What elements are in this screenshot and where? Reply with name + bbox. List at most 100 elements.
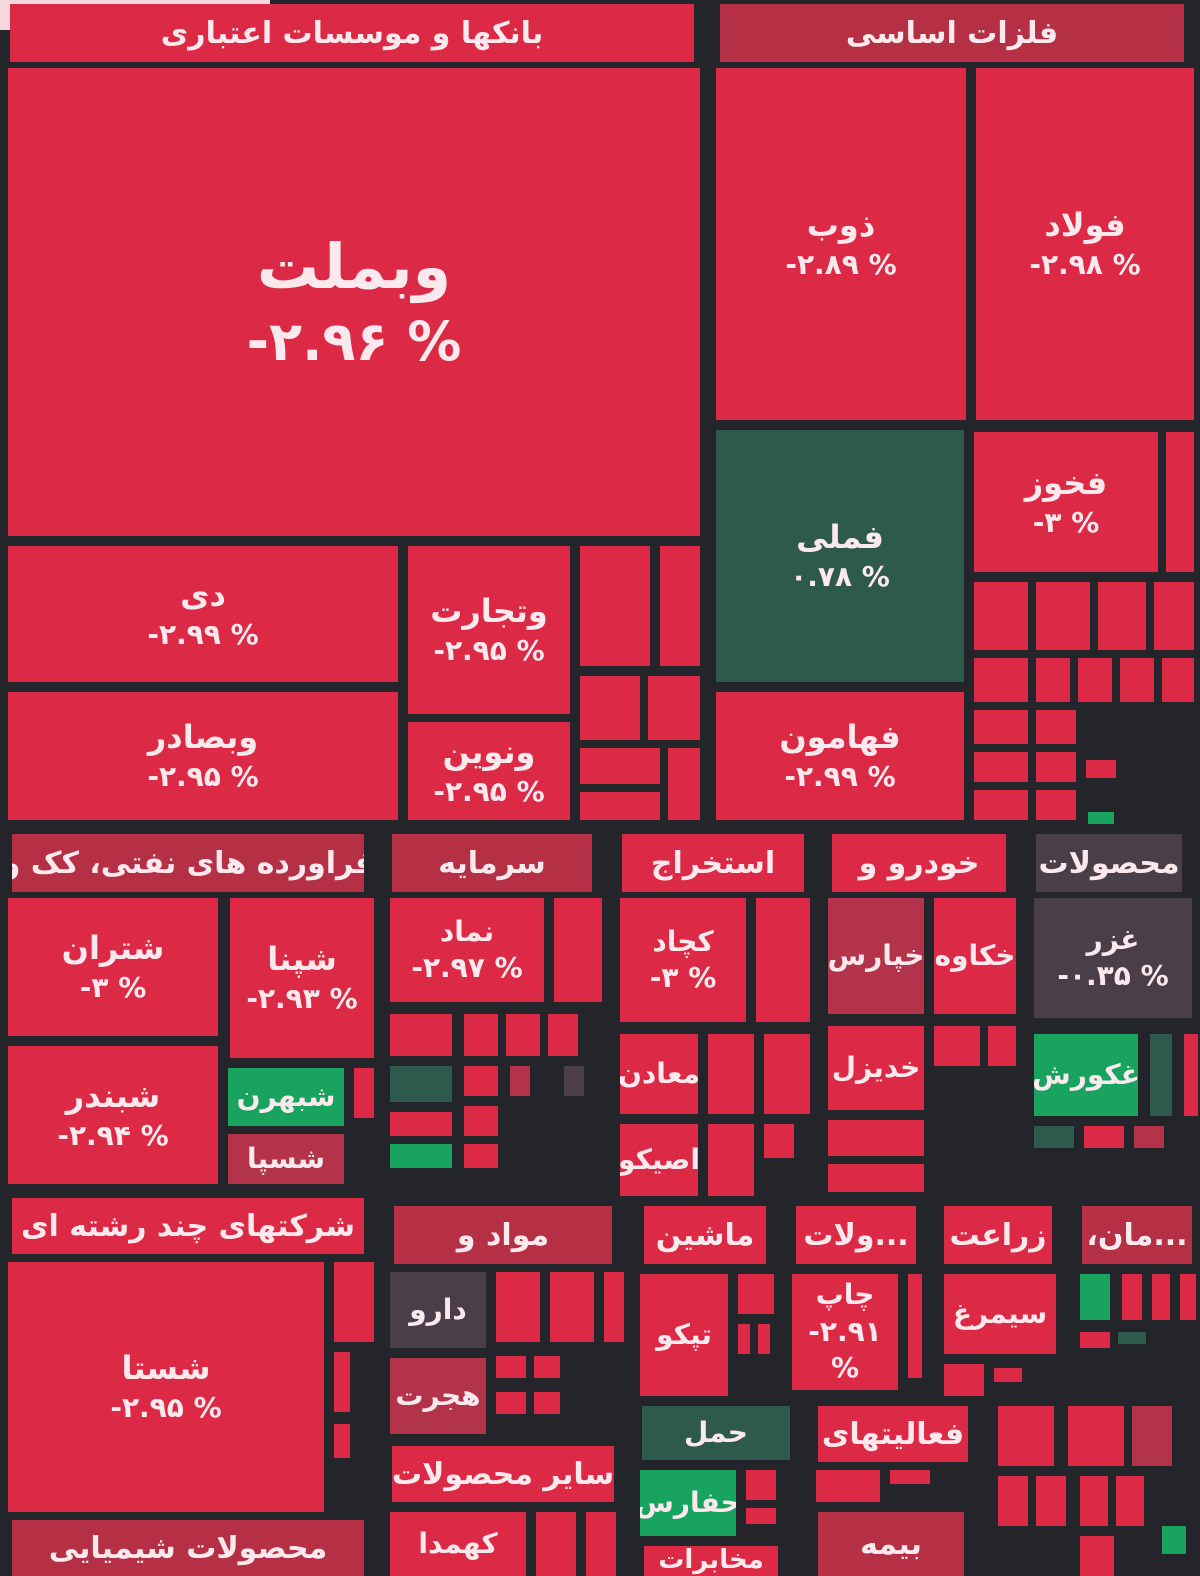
tile-small[interactable] — [660, 546, 700, 666]
tile-small[interactable] — [708, 1034, 754, 1114]
tile-small[interactable] — [548, 1014, 578, 1056]
sector-header-materials[interactable]: مواد و — [394, 1206, 612, 1264]
tile-small[interactable] — [1036, 710, 1076, 744]
tile-small[interactable] — [580, 546, 650, 666]
tile-small[interactable] — [534, 1392, 560, 1414]
sector-header-banks[interactable]: بانکها و موسسات اعتباری — [10, 4, 694, 62]
tile-small[interactable] — [580, 676, 640, 740]
tile-small[interactable] — [974, 658, 1028, 702]
tile-small[interactable] — [746, 1470, 776, 1500]
tile-khkaveh[interactable]: خکاوه — [934, 898, 1016, 1014]
tile-shasta[interactable]: شستا -۲.۹۵ % — [8, 1262, 324, 1512]
tile-fkhooz[interactable]: فخوز -۳ % — [974, 432, 1158, 572]
tile-daroo[interactable]: دارو — [390, 1272, 486, 1348]
tile-small[interactable] — [390, 1112, 452, 1136]
tile-small[interactable] — [1150, 1034, 1172, 1116]
tile-small[interactable] — [534, 1356, 560, 1378]
tile-simorgh[interactable]: سیمرغ — [944, 1274, 1056, 1354]
tile-vbmellat[interactable]: وبملت -۲.۹۶ % — [8, 68, 700, 536]
tile-small[interactable] — [1036, 658, 1070, 702]
tile-small[interactable] — [464, 1066, 498, 1096]
tile-small[interactable] — [974, 752, 1028, 782]
tile-small[interactable] — [998, 1476, 1028, 1526]
tile-small[interactable] — [1034, 1126, 1074, 1148]
tile-small[interactable] — [764, 1124, 794, 1158]
tile-small[interactable] — [1122, 1274, 1142, 1320]
sector-header-insurance[interactable]: بیمه — [818, 1512, 964, 1576]
tile-hafars[interactable]: حفارس — [640, 1470, 736, 1536]
tile-small[interactable] — [604, 1272, 624, 1342]
tile-small[interactable] — [1088, 812, 1114, 824]
tile-small[interactable] — [1120, 658, 1154, 702]
tile-small[interactable] — [510, 1066, 530, 1096]
tile-small[interactable] — [354, 1068, 374, 1118]
sector-header-capital[interactable]: سرمایه — [392, 834, 592, 892]
tile-small[interactable] — [1080, 1274, 1110, 1320]
tile-small[interactable] — [334, 1352, 350, 1412]
tile-fameli[interactable]: فملی ۰.۷۸ % — [716, 430, 964, 682]
tile-maaden[interactable]: معادن — [620, 1034, 698, 1114]
sector-header-activities[interactable]: فعالیتهای — [818, 1406, 968, 1462]
sector-header-ulat[interactable]: ...ولات — [796, 1206, 916, 1264]
tile-small[interactable] — [1162, 1526, 1186, 1554]
tile-khpars[interactable]: خپارس — [828, 898, 924, 1014]
tile-small[interactable] — [1118, 1332, 1146, 1344]
tile-foolad[interactable]: فولاد -۲.۹۸ % — [976, 68, 1194, 420]
tile-small[interactable] — [1080, 1536, 1114, 1576]
tile-small[interactable] — [390, 1144, 452, 1168]
tile-fahamoon[interactable]: فهامون -۲.۹۹ % — [716, 692, 964, 820]
tile-small[interactable] — [1154, 582, 1194, 650]
tile-small[interactable] — [974, 582, 1028, 650]
tile-small[interactable] — [974, 790, 1028, 820]
tile-small[interactable] — [496, 1272, 540, 1342]
tile-namad[interactable]: نماد -۲.۹۷ % — [390, 898, 544, 1002]
sector-header-mining[interactable]: استخراج — [622, 834, 804, 892]
tile-small[interactable] — [1078, 658, 1112, 702]
sector-header-machine[interactable]: ماشین — [644, 1206, 766, 1264]
tile-small[interactable] — [1036, 790, 1076, 820]
tile-kchad[interactable]: کچاد -۳ % — [620, 898, 746, 1022]
tile-small[interactable] — [890, 1470, 930, 1484]
tile-small[interactable] — [994, 1368, 1022, 1382]
tile-small[interactable] — [496, 1356, 526, 1378]
tile-small[interactable] — [738, 1274, 774, 1314]
sector-header-chemicals[interactable]: محصولات شیمیایی — [12, 1520, 364, 1576]
tile-small[interactable] — [564, 1066, 584, 1096]
tile-small[interactable] — [828, 1164, 924, 1192]
sector-header-auto[interactable]: خودرو و — [832, 834, 1006, 892]
tile-telecom[interactable]: مخابرات — [644, 1546, 778, 1576]
tile-small[interactable] — [1116, 1476, 1144, 1526]
tile-small[interactable] — [550, 1272, 594, 1342]
tile-small[interactable] — [1166, 432, 1194, 572]
tile-small[interactable] — [536, 1512, 576, 1576]
tile-small[interactable] — [756, 898, 810, 1022]
tile-shespa[interactable]: شسپا — [228, 1134, 344, 1184]
tile-day[interactable]: دی -۲.۹۹ % — [8, 546, 398, 682]
tile-small[interactable] — [1036, 1476, 1066, 1526]
tile-small[interactable] — [974, 710, 1028, 744]
tile-ghkoorosh[interactable]: غکورش — [1034, 1034, 1138, 1116]
tile-kahmada[interactable]: کهمدا — [390, 1512, 526, 1576]
tile-small[interactable] — [1180, 1274, 1196, 1320]
tile-small[interactable] — [816, 1470, 880, 1502]
tile-small[interactable] — [1098, 582, 1146, 650]
tile-shetran[interactable]: شتران -۳ % — [8, 898, 218, 1036]
tile-esiko[interactable]: اصیکو — [620, 1124, 698, 1196]
sector-header-products[interactable]: محصولات — [1036, 834, 1182, 892]
tile-vbsader[interactable]: وبصادر -۲.۹۵ % — [8, 692, 398, 820]
tile-hejrat[interactable]: هجرت — [390, 1358, 486, 1434]
tile-small[interactable] — [1184, 1034, 1198, 1116]
tile-vtejarat[interactable]: وتجارت -۲.۹۵ % — [408, 546, 570, 714]
sector-header-other-products[interactable]: سایر محصولات — [392, 1446, 614, 1502]
tile-small[interactable] — [334, 1262, 374, 1342]
tile-small[interactable] — [496, 1392, 526, 1414]
sector-header-multi[interactable]: شرکتهای چند رشته ای — [12, 1198, 364, 1254]
tile-shbahran[interactable]: شبهرن — [228, 1068, 344, 1126]
tile-small[interactable] — [554, 898, 602, 1002]
tile-shpna[interactable]: شپنا -۲.۹۳ % — [230, 898, 374, 1058]
tile-small[interactable] — [998, 1406, 1054, 1466]
tile-small[interactable] — [668, 748, 700, 820]
tile-khdizel[interactable]: خدیزل — [828, 1026, 924, 1110]
tile-small[interactable] — [580, 792, 660, 820]
tile-small[interactable] — [1068, 1406, 1124, 1466]
